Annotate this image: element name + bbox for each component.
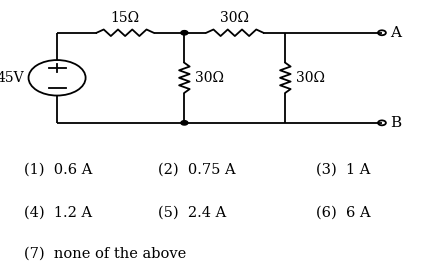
Text: 30Ω: 30Ω: [220, 11, 249, 25]
Text: B: B: [389, 116, 400, 130]
Circle shape: [180, 31, 187, 35]
Text: (7)  none of the above: (7) none of the above: [24, 247, 186, 261]
Text: 45V: 45V: [0, 71, 24, 85]
Text: (1)  0.6 A: (1) 0.6 A: [24, 162, 92, 176]
Text: A: A: [389, 26, 400, 40]
Text: (3)  1 A: (3) 1 A: [315, 162, 370, 176]
Text: (6)  6 A: (6) 6 A: [315, 206, 370, 220]
Text: (4)  1.2 A: (4) 1.2 A: [24, 206, 92, 220]
Text: 15Ω: 15Ω: [110, 11, 139, 25]
Text: 30Ω: 30Ω: [296, 71, 325, 85]
Circle shape: [180, 121, 187, 125]
Text: (5)  2.4 A: (5) 2.4 A: [158, 206, 226, 220]
Text: (2)  0.75 A: (2) 0.75 A: [158, 162, 235, 176]
Text: 30Ω: 30Ω: [195, 71, 224, 85]
